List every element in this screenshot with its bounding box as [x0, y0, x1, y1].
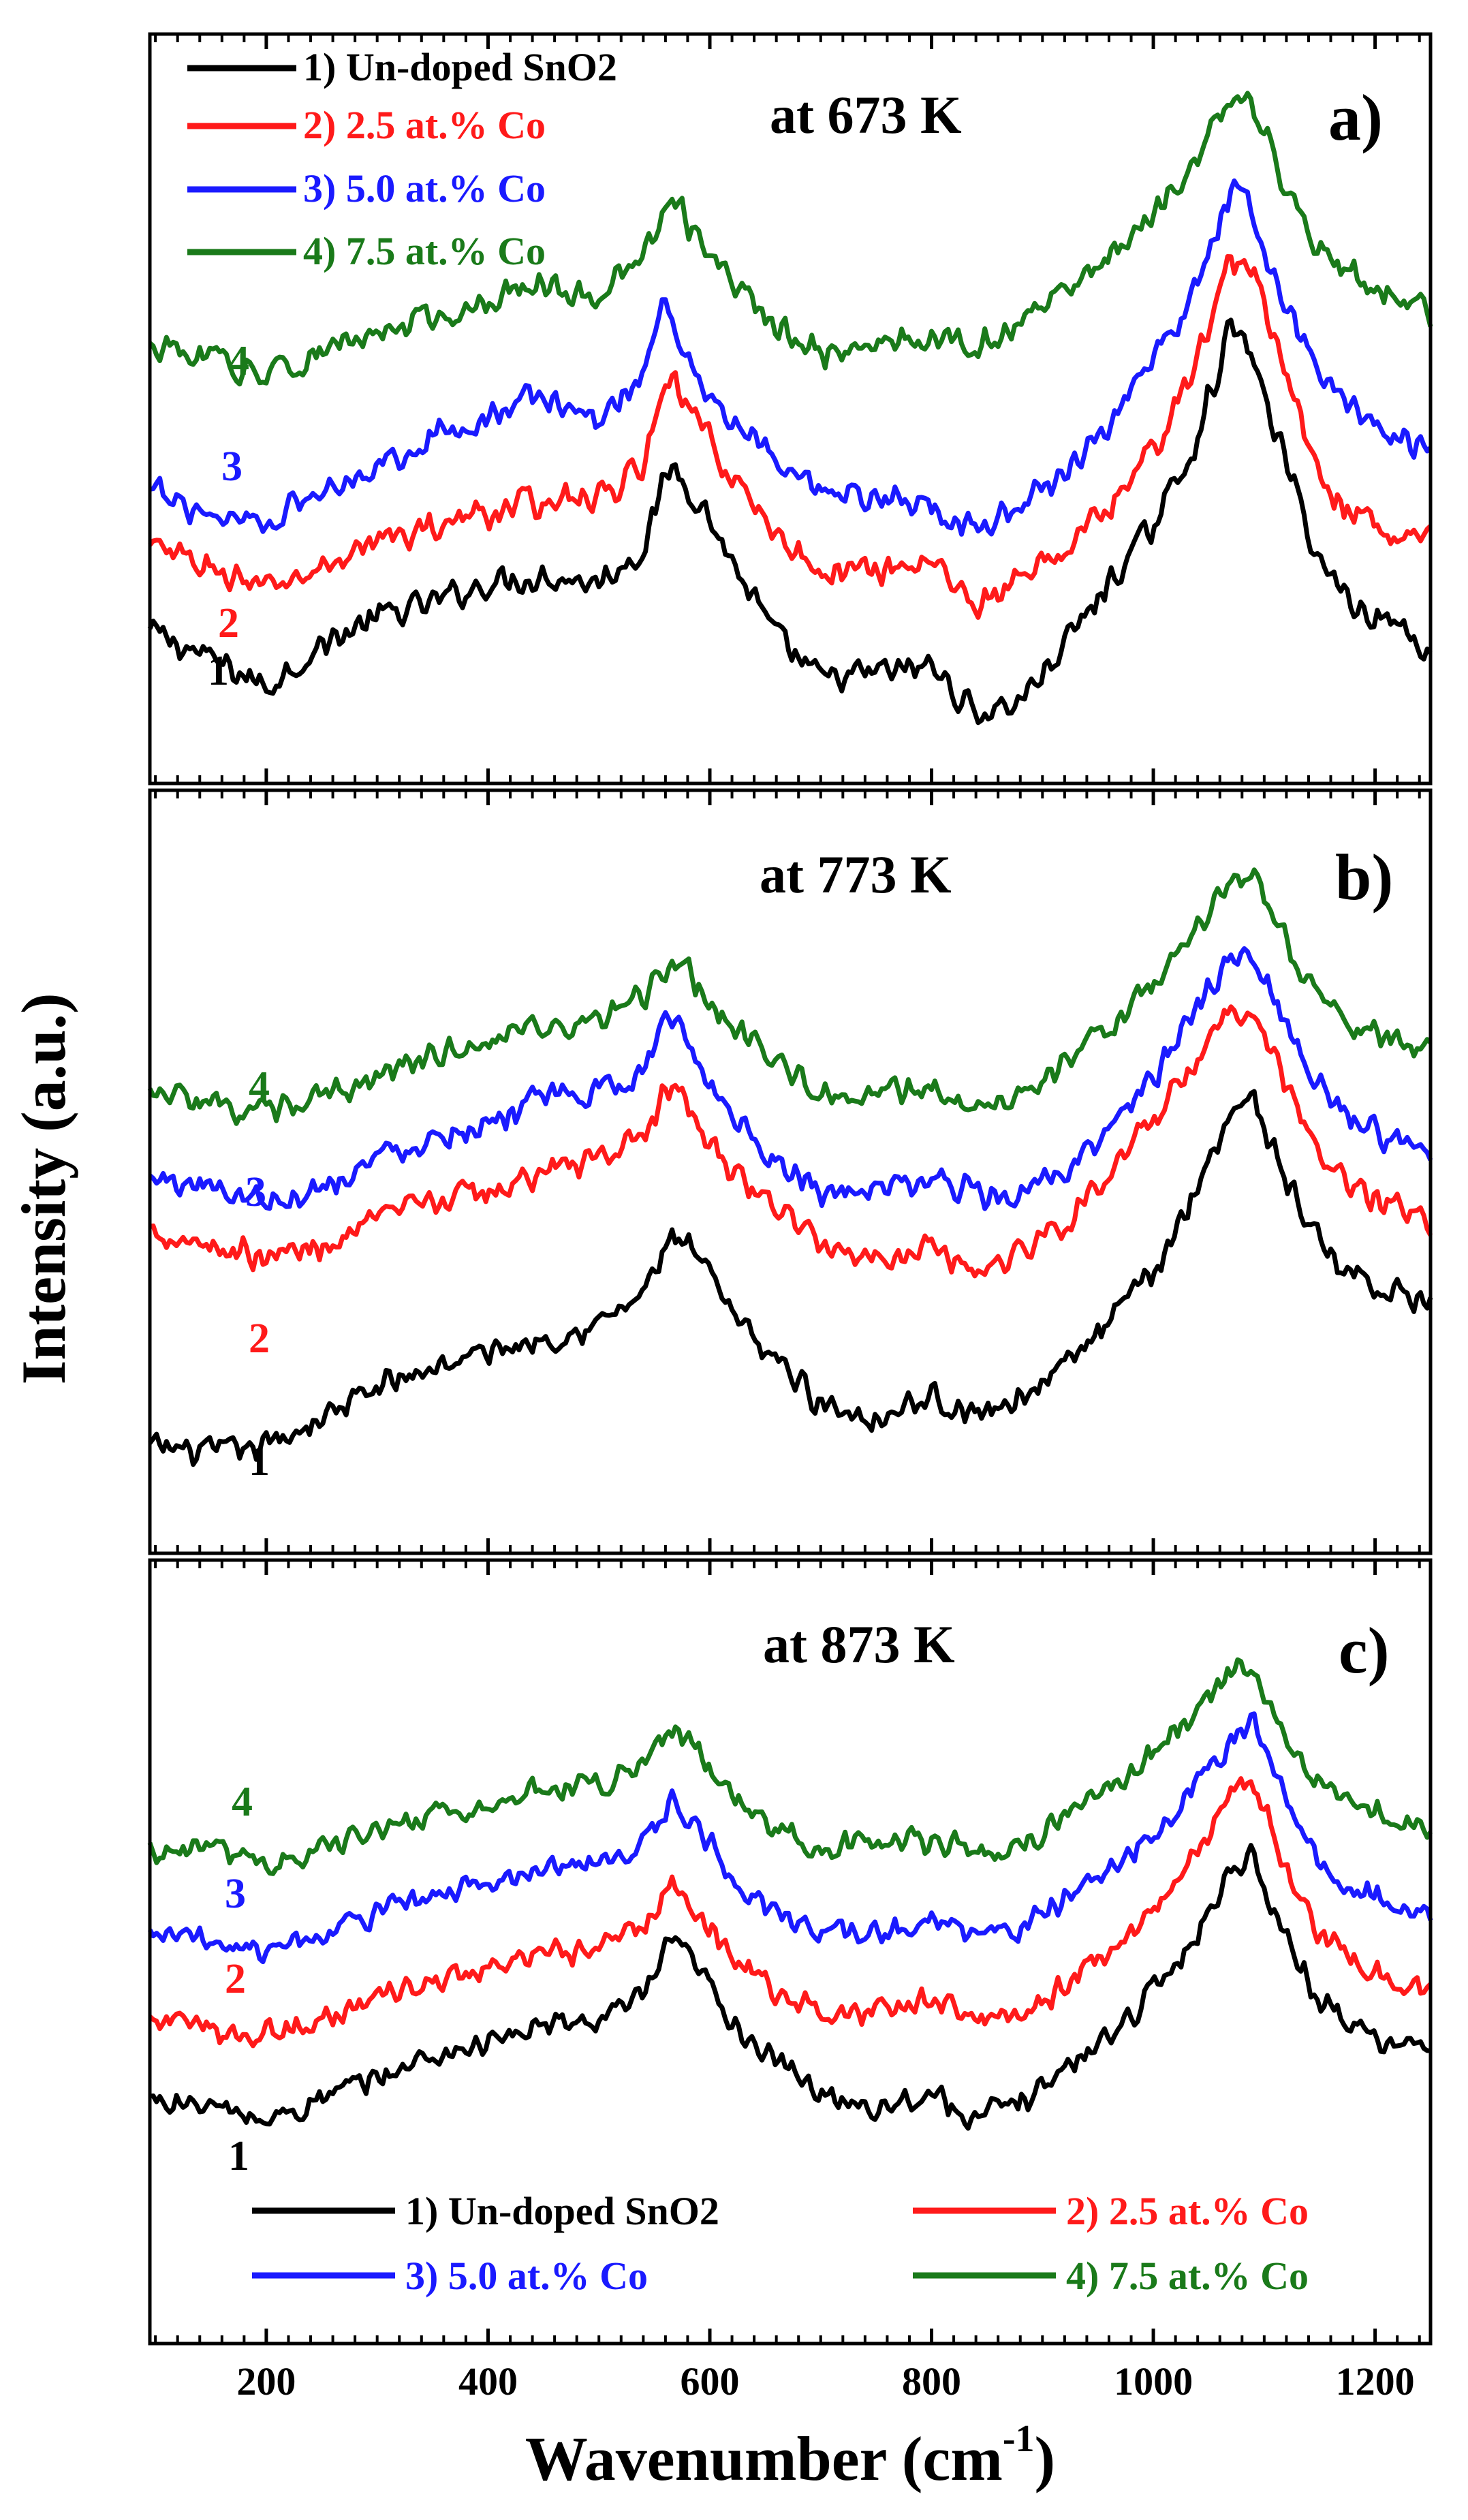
bottom-legend-label-2: 2) 2.5 at.% Co: [1066, 2189, 1309, 2233]
series-line-4-panel-0: [148, 91, 1433, 387]
series-line-1-panel-2: [149, 1843, 1431, 2131]
series-line-3-panel-2: [147, 1711, 1433, 1965]
x-tick-label-600: 600: [680, 2359, 739, 2404]
x-axis-title-close: ): [1035, 2424, 1056, 2493]
bottom-legend-label-3: 3) 5.0 at.% Co: [405, 2254, 648, 2298]
panel-a-curve-number-2: 2: [218, 600, 239, 647]
x-tick-label-800: 800: [902, 2359, 961, 2404]
series-line-1-panel-0: [147, 317, 1433, 726]
panel-a-curves: [147, 91, 1433, 726]
x-tick-label-1000: 1000: [1114, 2359, 1193, 2404]
series-line-4-panel-1: [147, 867, 1433, 1126]
panel-c-curve-number-4: 4: [232, 1779, 253, 1825]
legend-label-2: 2) 2.5 at.% Co: [303, 103, 546, 147]
panel-c-curve-number-1: 1: [228, 2133, 249, 2179]
panel-b-curve-number-1: 1: [249, 1438, 270, 1484]
series-line-3-panel-0: [149, 178, 1433, 537]
series-line-2-panel-0: [148, 254, 1433, 620]
panel-a-frame: [148, 32, 1433, 785]
legend-label-4: 4) 7.5 at.% Co: [303, 229, 546, 273]
series-line-4-panel-2: [147, 1657, 1433, 1876]
panel-c-ticks: [154, 1560, 1421, 2344]
x-axis-title: Wavenumber (cm-1): [525, 2418, 1055, 2493]
panel-b-ticks: [154, 790, 1421, 1553]
panel-c-frame: [148, 1558, 1433, 2346]
panel-b-temperature: at 773 K: [760, 845, 952, 904]
panel-c: at 873 K c) 4 3 2 1 1) Un-doped SnO2 2) …: [147, 1558, 1433, 2346]
y-axis-title: Intensity (a.u.): [9, 993, 78, 1384]
panel-b-curve-number-2: 2: [249, 1316, 270, 1362]
series-line-3-panel-1: [148, 946, 1433, 1211]
panel-a-curve-number-3: 3: [221, 444, 243, 490]
panel-c-curve-number-3: 3: [225, 1871, 246, 1917]
panel-a-temperature: at 673 K: [770, 85, 962, 144]
x-tick-label-1200: 1200: [1336, 2359, 1415, 2404]
panel-a-curve-number-4: 4: [228, 338, 249, 384]
panel-c-curves: [147, 1657, 1433, 2131]
panel-b: at 773 K b) 4 3 2 1: [147, 788, 1433, 1555]
panel-c-legend: 1) Un-doped SnO2 2) 2.5 at.% Co 3) 5.0 a…: [252, 2189, 1309, 2298]
panel-a: at 673 K a) 1) Un-doped SnO2 2) 2.5 at.%…: [147, 32, 1433, 785]
bottom-legend-label-4: 4) 7.5 at.% Co: [1066, 2254, 1309, 2298]
series-line-1-panel-1: [148, 1089, 1433, 1467]
series-line-2-panel-2: [148, 1776, 1433, 2049]
panel-b-curve-number-3: 3: [245, 1169, 266, 1215]
panel-c-temperature: at 873 K: [763, 1615, 955, 1674]
panel-a-letter: a): [1328, 81, 1383, 154]
panel-b-frame: [148, 788, 1433, 1555]
x-tick-label-400: 400: [458, 2359, 518, 2404]
x-axis-title-main: Wavenumber (cm: [525, 2424, 1003, 2493]
panel-c-letter: c): [1339, 1614, 1390, 1687]
panel-b-letter: b): [1335, 841, 1393, 914]
panel-a-curve-number-1: 1: [208, 648, 229, 694]
panel-a-ticks: [154, 34, 1421, 783]
legend-label-1: 1) Un-doped SnO2: [303, 45, 617, 89]
bottom-legend-label-1: 1) Un-doped SnO2: [405, 2189, 719, 2233]
panel-b-curves: [147, 867, 1433, 1467]
x-tick-label-200: 200: [236, 2359, 296, 2404]
panel-b-curve-number-4: 4: [249, 1063, 270, 1110]
panel-a-legend: 1) Un-doped SnO2 2) 2.5 at.% Co 3) 5.0 a…: [187, 45, 617, 273]
panel-c-curve-number-2: 2: [225, 1956, 246, 2002]
series-line-2-panel-1: [149, 1004, 1433, 1279]
x-tick-labels: 200 400 600 800 1000 1200: [236, 2359, 1414, 2404]
x-axis-title-superscript: -1: [1003, 2418, 1035, 2460]
legend-label-3: 3) 5.0 at.% Co: [303, 166, 546, 211]
